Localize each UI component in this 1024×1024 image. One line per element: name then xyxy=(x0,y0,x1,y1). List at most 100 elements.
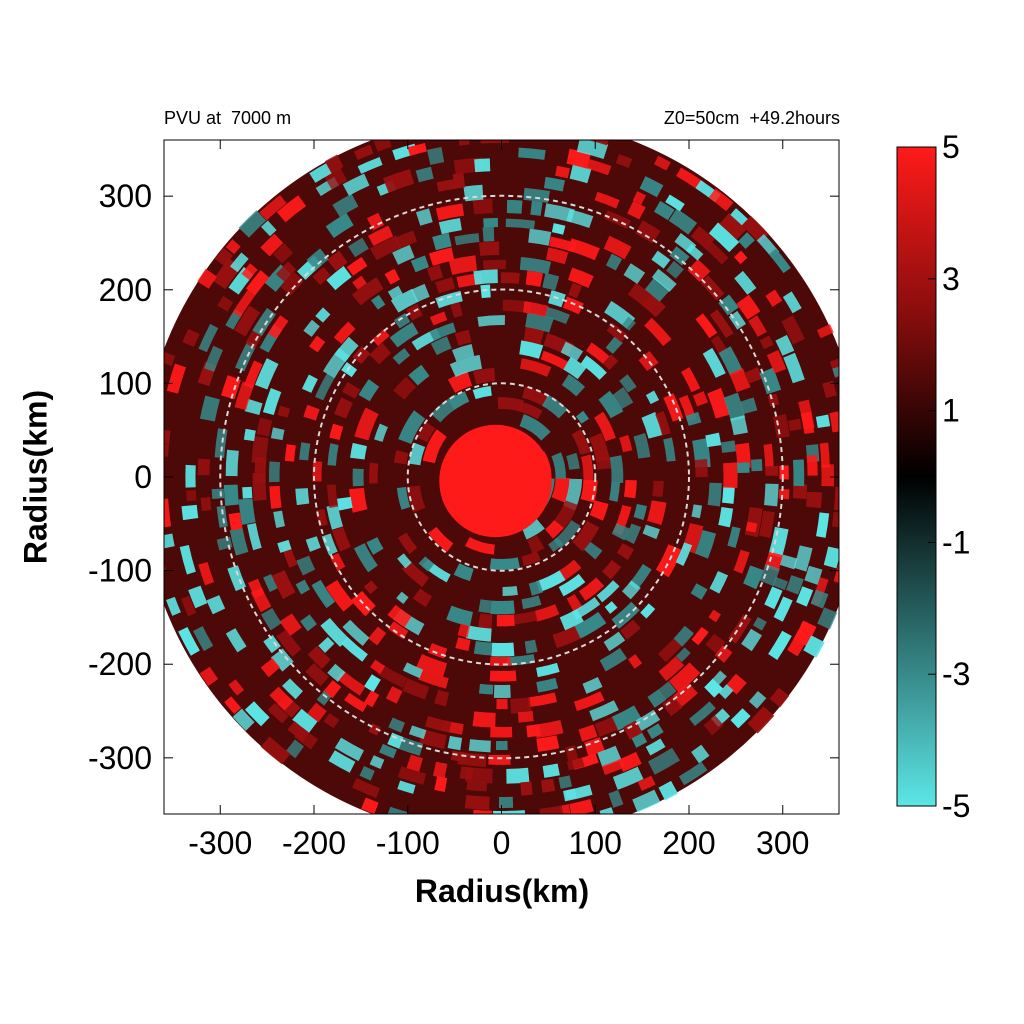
field-patch xyxy=(351,277,384,306)
field-patch xyxy=(181,504,199,521)
field-patch xyxy=(565,788,577,800)
field-patch xyxy=(496,614,515,627)
field-patch xyxy=(390,288,419,313)
field-patch xyxy=(303,404,320,421)
field-patch xyxy=(718,294,739,316)
field-patch xyxy=(623,263,646,284)
field-patch xyxy=(412,588,433,608)
field-patch xyxy=(398,410,426,444)
field-patch xyxy=(415,166,434,183)
field-patch xyxy=(652,480,664,498)
field-patch xyxy=(635,220,661,244)
field-patch xyxy=(358,379,380,402)
field-patch xyxy=(594,191,620,209)
field-patch xyxy=(500,272,520,284)
field-patch xyxy=(478,683,494,695)
field-patch xyxy=(793,545,813,572)
field-patch xyxy=(341,361,358,378)
field-patch xyxy=(387,732,404,749)
field-patch xyxy=(374,423,388,442)
field-patch xyxy=(206,595,226,615)
field-patch xyxy=(816,324,834,339)
field-patch xyxy=(612,766,644,790)
field-patch xyxy=(225,239,241,255)
field-patch xyxy=(781,315,805,345)
field-patch xyxy=(357,157,383,174)
field-patch xyxy=(521,595,542,610)
field-patch xyxy=(459,766,474,780)
field-patch xyxy=(543,176,566,192)
field-patch xyxy=(561,374,586,397)
y-tick-label: -100 xyxy=(88,553,152,589)
vortex-core xyxy=(439,424,552,538)
field-patch xyxy=(569,798,594,814)
field-patch xyxy=(449,301,463,318)
field-patch xyxy=(315,373,335,401)
field-patch xyxy=(388,717,405,733)
field-patch xyxy=(251,435,269,464)
field-patch xyxy=(392,348,411,365)
field-patch xyxy=(489,670,517,682)
field-patch xyxy=(267,315,289,339)
field-patch xyxy=(276,629,302,657)
field-patch xyxy=(438,217,462,235)
field-patch xyxy=(519,340,544,359)
field-patch xyxy=(523,326,545,345)
field-patch xyxy=(179,545,196,575)
colorbar-tick-label: -5 xyxy=(942,788,970,824)
field-patch xyxy=(315,307,331,323)
field-patch xyxy=(244,398,263,415)
field-patch xyxy=(560,341,584,362)
field-patch xyxy=(282,678,304,700)
field-patch xyxy=(312,266,331,286)
field-patch xyxy=(269,686,294,711)
field-patch xyxy=(295,579,311,595)
field-patch xyxy=(523,187,550,203)
field-patch xyxy=(371,294,386,310)
field-patch xyxy=(449,354,483,378)
field-patch xyxy=(225,449,239,477)
field-patch xyxy=(704,678,724,698)
field-patch xyxy=(627,200,646,220)
field-patch xyxy=(723,462,738,489)
field-patch xyxy=(409,140,415,142)
field-patch xyxy=(402,678,430,700)
field-patch xyxy=(352,468,364,487)
field-patch xyxy=(359,765,375,781)
field-patch xyxy=(325,580,354,612)
field-patch xyxy=(505,118,534,130)
field-patch xyxy=(526,724,541,738)
field-patch xyxy=(426,147,445,165)
field-patch xyxy=(671,682,698,708)
field-patch xyxy=(398,737,424,756)
field-patch xyxy=(489,557,520,570)
field-patch xyxy=(387,285,403,300)
field-patch xyxy=(296,555,316,576)
field-patch xyxy=(598,390,624,419)
field-patch xyxy=(495,740,508,751)
field-patch xyxy=(164,429,171,444)
field-patch xyxy=(566,594,583,612)
field-patch xyxy=(279,613,302,637)
field-patch xyxy=(348,237,369,258)
field-patch xyxy=(373,140,392,152)
field-patch xyxy=(247,578,265,599)
field-patch xyxy=(819,442,830,468)
field-patch xyxy=(465,625,492,642)
field-patch xyxy=(675,542,693,566)
field-patch xyxy=(241,263,258,280)
field-patch xyxy=(778,488,790,500)
field-patch xyxy=(352,777,381,799)
field-patch xyxy=(566,452,580,470)
field-patch xyxy=(164,561,167,571)
field-patch xyxy=(255,358,279,390)
field-patch xyxy=(665,194,685,212)
field-patch xyxy=(525,270,544,287)
field-patch xyxy=(737,462,750,474)
field-patch xyxy=(647,500,667,526)
field-patch xyxy=(602,559,622,580)
field-patch xyxy=(669,662,701,693)
field-patch xyxy=(520,358,552,377)
field-patch xyxy=(735,442,751,469)
field-patch xyxy=(368,225,394,247)
